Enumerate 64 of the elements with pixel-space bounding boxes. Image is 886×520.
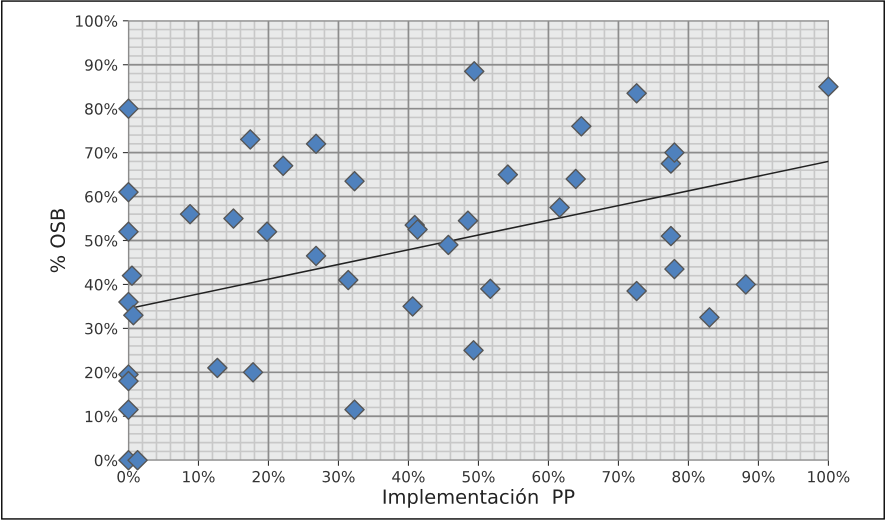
point — [402, 296, 423, 317]
x-tick-label: 80% — [672, 470, 705, 482]
x-tick-label: 50% — [462, 470, 495, 482]
point — [118, 98, 139, 119]
point — [272, 156, 294, 176]
point — [242, 362, 264, 383]
y-tick-label: 50% — [85, 234, 118, 247]
point — [118, 399, 139, 420]
x-tick-label: 10% — [183, 470, 215, 482]
point — [344, 170, 365, 192]
point — [549, 197, 570, 218]
point — [498, 164, 518, 185]
point — [664, 258, 685, 280]
y-tick-label: 80% — [85, 103, 118, 115]
point — [565, 168, 586, 190]
x-tick-label: 70% — [602, 470, 635, 482]
point — [344, 399, 365, 420]
point — [180, 204, 200, 224]
x-tick-label: 90% — [742, 470, 775, 482]
point — [699, 307, 720, 328]
y-tick-label: 60% — [85, 191, 118, 203]
point — [571, 116, 592, 137]
point — [256, 221, 278, 242]
point — [240, 129, 261, 150]
x-tick-label: 100% — [808, 470, 850, 482]
point — [118, 370, 139, 392]
point — [463, 340, 484, 361]
point — [480, 278, 501, 300]
point — [127, 450, 148, 470]
y-tick-label: 0% — [94, 454, 118, 466]
point — [306, 134, 326, 154]
x-axis-title: Implementación PP — [384, 488, 574, 508]
y-tick-label: 20% — [85, 366, 118, 378]
point — [122, 265, 142, 286]
y-tick-label: 100% — [76, 15, 118, 27]
point — [223, 208, 244, 229]
y-axis-title: % OSB — [50, 209, 66, 272]
point — [626, 280, 647, 302]
point — [438, 234, 459, 256]
point — [118, 292, 139, 312]
point — [660, 226, 682, 246]
y-tick-label: 30% — [85, 322, 118, 334]
y-tick-label: 90% — [85, 59, 118, 71]
point — [306, 246, 326, 266]
y-tick-label: 10% — [86, 410, 118, 422]
point — [118, 221, 139, 242]
point — [664, 142, 685, 163]
y-tick-label: 70% — [85, 147, 118, 159]
x-tick-label: 30% — [322, 470, 355, 482]
point — [818, 76, 839, 97]
point — [464, 61, 485, 82]
point — [207, 358, 228, 378]
x-tick-label: 40% — [392, 470, 425, 482]
point — [736, 274, 756, 295]
point — [338, 270, 359, 290]
x-tick-label: 0% — [117, 470, 140, 482]
point — [123, 304, 144, 326]
x-tick-label: 20% — [252, 470, 285, 482]
x-tick-label: 60% — [532, 470, 565, 482]
point — [407, 219, 428, 240]
point — [118, 182, 139, 202]
point — [458, 210, 478, 231]
y-tick-label: 40% — [84, 278, 118, 290]
point — [626, 83, 647, 104]
